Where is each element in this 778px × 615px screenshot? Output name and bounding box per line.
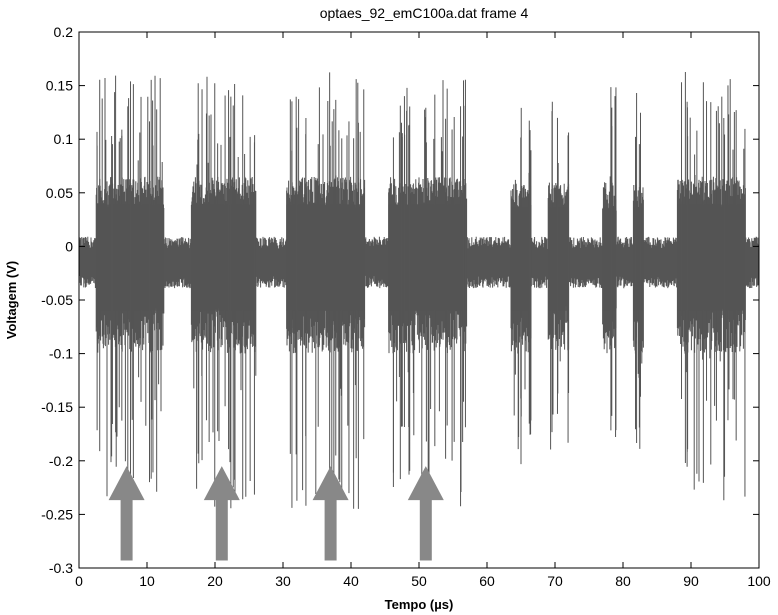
burst-spikes (635, 93, 641, 443)
x-tick-label: 10 (139, 573, 155, 589)
burst-core (191, 204, 256, 311)
x-tick-label: 80 (615, 573, 631, 589)
y-tick-label: -0.1 (49, 346, 73, 362)
burst-core (633, 207, 644, 311)
tick-layer: 0 10 20 30 40 50 60 70 80 90 1000.20.150.10.050-0.… (41, 24, 771, 589)
arrow-shape (312, 466, 349, 561)
y-axis-label: Voltagem (V) (4, 261, 19, 340)
burst-spikes (551, 101, 570, 443)
x-tick-label: 100 (747, 573, 771, 589)
y-tick-label: -0.3 (49, 560, 73, 576)
burst-core (286, 204, 365, 311)
arrow-annotation (203, 466, 240, 561)
x-tick-label: 0 (75, 573, 83, 589)
burst-spikes (681, 72, 746, 501)
x-axis-label: Tempo (µs) (385, 597, 454, 612)
burst-core (602, 207, 617, 311)
y-tick-label: -0.25 (41, 506, 73, 522)
y-tick-label: -0.15 (41, 399, 73, 415)
y-tick-label: 0 (65, 238, 73, 254)
y-tick-label: -0.05 (41, 292, 73, 308)
burst-spikes (392, 79, 466, 507)
signal-layer (79, 72, 759, 509)
y-tick-label: -0.2 (49, 453, 73, 469)
x-tick-label: 20 (207, 573, 223, 589)
x-tick-label: 60 (479, 573, 495, 589)
burst-spikes (289, 72, 365, 509)
arrow-annotation (407, 466, 444, 561)
x-tick-label: 50 (411, 573, 427, 589)
y-tick-label: 0.2 (54, 24, 74, 40)
burst-core (96, 204, 164, 311)
y-tick-label: 0.1 (54, 131, 74, 147)
x-tick-label: 40 (343, 573, 359, 589)
burst-spikes (96, 75, 158, 500)
burst-spikes (520, 107, 532, 435)
chart-title: optaes_92_emC100a.dat frame 4 (320, 5, 529, 21)
y-tick-label: 0.05 (46, 185, 73, 201)
burst-core (548, 207, 569, 311)
arrow-shape (108, 466, 145, 561)
x-tick-label: 70 (547, 573, 563, 589)
arrow-shape (407, 466, 444, 561)
arrow-annotation (108, 466, 145, 561)
x-tick-label: 30 (275, 573, 291, 589)
x-tick-label: 90 (683, 573, 699, 589)
arrow-annotation (312, 466, 349, 561)
annotation-layer (108, 466, 444, 561)
arrow-shape (203, 466, 240, 561)
y-tick-label: 0.15 (46, 78, 73, 94)
burst-spikes (610, 87, 617, 438)
burst-spikes (198, 83, 255, 509)
